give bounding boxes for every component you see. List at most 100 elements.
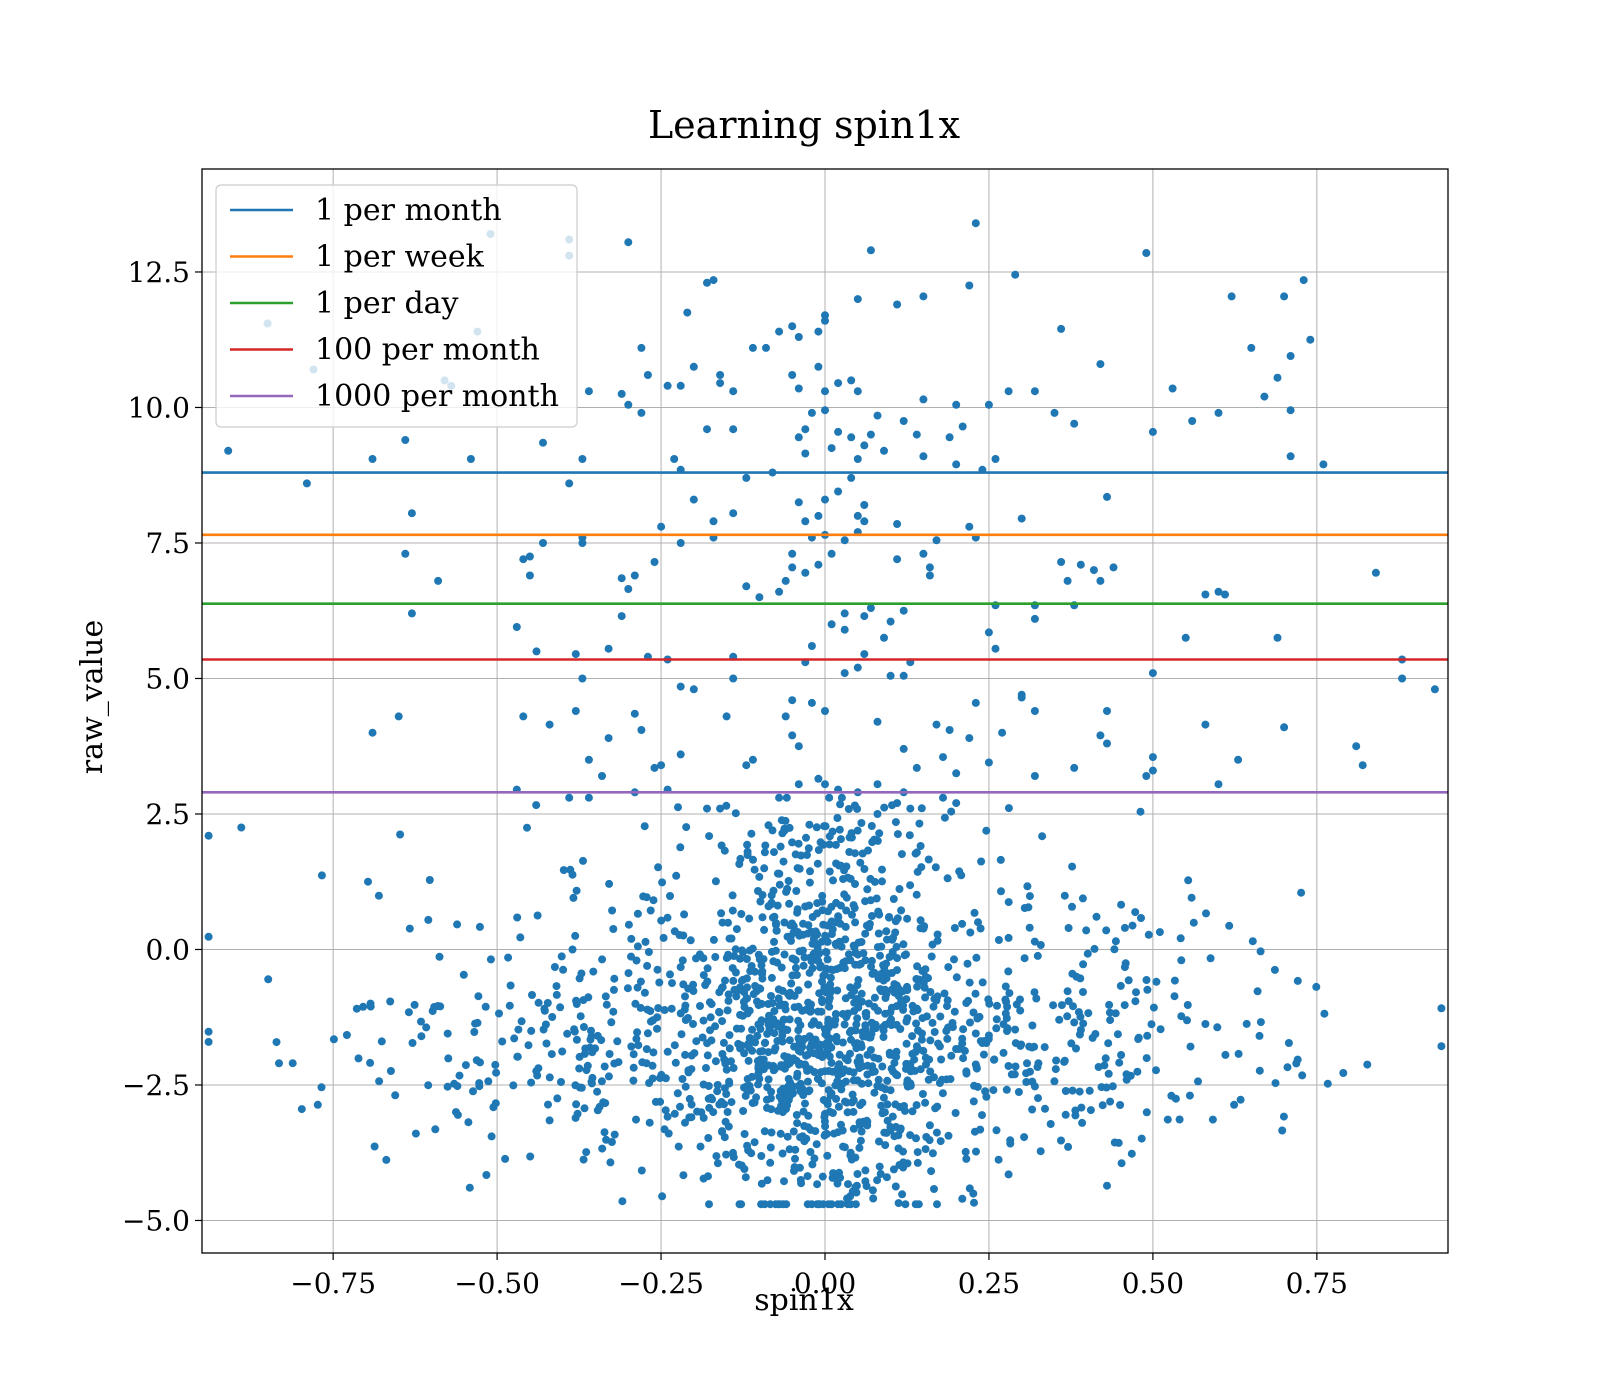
scatter-point [807,1020,816,1029]
scatter-point [705,832,714,841]
scatter-point [878,865,886,874]
scatter-point [943,874,952,883]
scatter-point [827,444,836,453]
scatter-point [947,1051,956,1060]
scatter-point [667,1004,676,1013]
scatter-point [711,877,720,886]
scatter-point [942,1075,951,1084]
scatter-point [801,449,810,458]
scatter-point [943,996,952,1005]
scatter-point [712,1152,721,1161]
scatter-point [885,1048,894,1057]
scatter-point [776,842,785,851]
scatter-point [921,972,930,981]
scatter-point [1132,988,1140,997]
scatter-point [926,1036,935,1045]
scatter-point [736,854,745,863]
scatter-point [965,281,974,290]
scatter-point [1147,1020,1156,1029]
scatter-point [924,1075,933,1084]
scatter-point [831,840,840,849]
scatter-point [370,1142,379,1151]
scatter-point [661,1074,670,1083]
scatter-point [717,1098,726,1106]
scatter-point [794,498,803,507]
scatter-point [1117,900,1126,909]
scatter-point [1001,982,1010,991]
scatter-point [1103,707,1111,715]
scatter-point [1227,292,1236,301]
scatter-point [1024,903,1033,912]
scatter-point [604,644,613,653]
scatter-point [899,417,908,425]
scatter-point [932,536,941,545]
scatter-point [1011,1062,1020,1071]
scatter-point [851,1200,860,1209]
scatter-point [1184,876,1193,885]
scatter-point [711,1057,720,1066]
scatter-point [852,1020,861,1029]
scatter-point [729,1153,738,1162]
scatter-point [857,938,866,946]
scatter-point [687,1100,696,1109]
scatter-point [894,1144,903,1153]
scatter-point [1286,406,1295,415]
scatter-point [912,975,921,983]
scatter-point [863,1070,872,1079]
scatter-point [760,864,769,873]
scatter-point [1319,460,1328,469]
scatter-point [729,674,738,683]
scatter-point [760,1200,769,1209]
scatter-point [1283,1063,1292,1072]
scatter-point [940,989,949,998]
scatter-point [914,1200,923,1209]
scatter-point [806,867,814,876]
scatter-point [991,644,1000,653]
scatter-point [883,1116,892,1125]
scatter-point [754,1061,763,1070]
scatter-point [886,671,895,680]
scatter-point [804,1111,813,1120]
scatter-point [505,1001,514,1010]
scatter-point [947,807,956,816]
legend: 1 per month 1 per week 1 per day 100 per mo… [215,184,578,428]
scatter-point [1306,335,1315,344]
scatter-point [866,896,875,905]
scatter-point [898,1190,907,1199]
scatter-point [1106,1097,1115,1106]
scatter-point [921,993,930,1002]
scatter-point [883,1100,892,1109]
scatter-point [780,1000,789,1009]
scatter-point [1030,707,1039,715]
scatter-point [842,893,851,902]
scatter-point [860,865,869,873]
scatter-point [821,1030,830,1039]
scatter-point [359,1002,368,1011]
scatter-point [767,891,776,900]
scatter-point [919,292,928,301]
scatter-point [866,604,875,612]
scatter-point [637,1166,646,1175]
scatter-point [917,804,926,813]
y-tick-label: 12.5 [128,256,190,289]
scatter-point [774,1022,782,1031]
scatter-point [1299,276,1308,285]
scatter-point [917,1035,926,1044]
scatter-point [1181,633,1190,642]
scatter-point [847,1035,855,1044]
scatter-point [610,974,619,983]
scatter-point [848,910,856,919]
scatter-point [618,1197,627,1206]
scatter-point [781,712,790,721]
scatter-point [653,1013,662,1022]
scatter-point [931,1104,940,1113]
scatter-point [846,874,855,883]
scatter-point [785,823,794,832]
scatter-point [840,609,849,618]
scatter-point [1437,1042,1446,1051]
scatter-point [1028,1077,1037,1086]
scatter-point [814,560,823,569]
scatter-point [954,1045,963,1053]
scatter-point [1060,1056,1069,1065]
scatter-point [682,823,691,832]
